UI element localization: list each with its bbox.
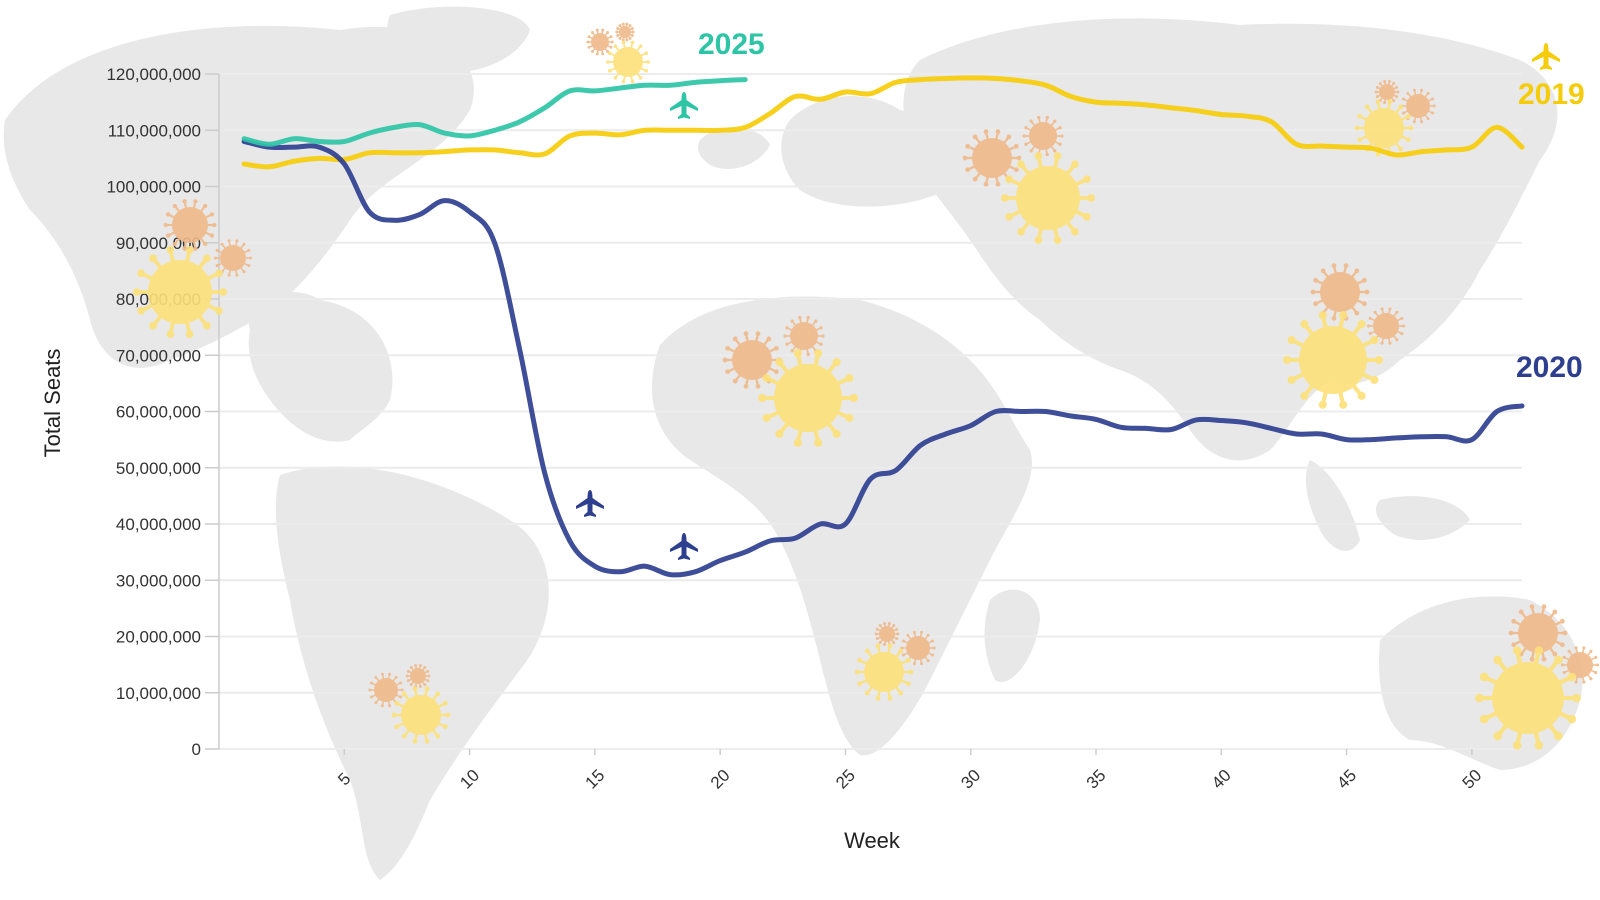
virus-icon <box>132 246 228 338</box>
airplane-icon <box>1532 43 1560 70</box>
decorations <box>132 22 1600 750</box>
gridlines <box>219 73 1522 750</box>
virus-icon <box>1022 115 1064 157</box>
series-line-2020 <box>241 139 1525 578</box>
x-axis-title: Week <box>844 828 901 853</box>
map-landmass <box>903 18 1558 461</box>
y-tick-label: 20,000,000 <box>116 628 201 647</box>
series-line-2025 <box>241 77 748 147</box>
x-tick-label: 35 <box>1083 766 1110 793</box>
map-landmass <box>387 6 530 73</box>
virus-icon <box>962 129 1022 187</box>
series-label-2025: 2025 <box>698 28 765 61</box>
virus-icon <box>1475 646 1581 750</box>
y-tick-label: 30,000,000 <box>116 571 201 590</box>
map-landmass <box>3 25 474 368</box>
virus-icon <box>854 643 914 701</box>
series-labels: 2025 2019 2020 <box>698 28 1585 384</box>
series-lines <box>241 75 1525 578</box>
virus-icon <box>1560 646 1600 684</box>
virus-icon <box>1508 604 1568 662</box>
x-tick-label: 30 <box>957 766 984 793</box>
map-landmass <box>248 291 393 442</box>
virus-icon <box>586 28 614 56</box>
virus-icon <box>1354 99 1414 157</box>
map-landmass <box>698 127 770 169</box>
y-tick-label: 50,000,000 <box>116 459 201 478</box>
virus-icon <box>1000 152 1096 244</box>
y-tick-label: 0 <box>192 740 201 759</box>
y-tick-label: 10,000,000 <box>116 684 201 703</box>
virus-icon <box>405 663 431 689</box>
x-tick-label: 20 <box>707 766 734 793</box>
virus-icon <box>1283 311 1383 409</box>
virus-icon <box>163 199 217 251</box>
series-label-2019: 2019 <box>1518 78 1585 111</box>
virus-icon <box>605 40 651 84</box>
y-tick-label: 60,000,000 <box>116 403 201 422</box>
x-tick-label: 10 <box>456 766 483 793</box>
y-tick-label: 110,000,000 <box>108 121 201 140</box>
airplane-icon <box>670 533 698 560</box>
y-tick-label: 70,000,000 <box>116 346 201 365</box>
series-line-2019 <box>241 75 1525 170</box>
y-axis-title: Total Seats <box>40 349 65 458</box>
x-tick-label: 40 <box>1208 766 1235 793</box>
airplane-icon <box>670 92 698 119</box>
airplane-icon <box>576 490 604 517</box>
virus-icon <box>391 686 451 744</box>
map-landmass <box>1375 496 1470 540</box>
series-label-2020: 2020 <box>1516 351 1583 384</box>
x-tick-label: 15 <box>582 766 609 793</box>
virus-icon <box>1310 263 1370 321</box>
virus-icon <box>213 239 253 277</box>
virus-icon <box>1400 88 1436 124</box>
y-tick-label: 40,000,000 <box>116 515 201 534</box>
y-tick-label: 120,000,000 <box>106 65 201 84</box>
x-tick-label: 45 <box>1333 766 1360 793</box>
virus-icon <box>758 349 858 447</box>
virus-icon <box>1366 307 1406 345</box>
virus-icon <box>615 22 635 42</box>
x-tick-label: 25 <box>832 766 859 793</box>
map-landmass <box>1305 460 1360 551</box>
y-tick-label: 100,000,000 <box>106 178 201 197</box>
x-tick-label: 50 <box>1459 766 1486 793</box>
